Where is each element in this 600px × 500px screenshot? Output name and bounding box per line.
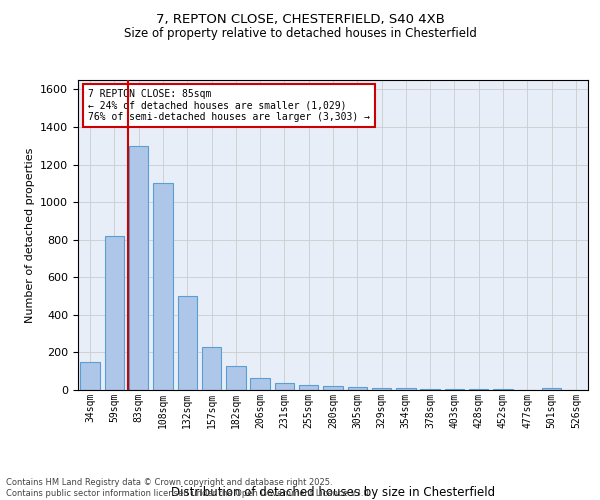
Bar <box>421 389 440 390</box>
Text: 7 REPTON CLOSE: 85sqm
← 24% of detached houses are smaller (1,029)
76% of semi-d: 7 REPTON CLOSE: 85sqm ← 24% of detached … <box>88 90 370 122</box>
Bar <box>542 388 561 390</box>
Text: 7, REPTON CLOSE, CHESTERFIELD, S40 4XB: 7, REPTON CLOSE, CHESTERFIELD, S40 4XB <box>155 12 445 26</box>
Y-axis label: Number of detached properties: Number of detached properties <box>25 148 35 322</box>
Bar <box>105 236 124 390</box>
Bar <box>129 146 148 390</box>
Text: Size of property relative to detached houses in Chesterfield: Size of property relative to detached ho… <box>124 28 476 40</box>
Bar <box>80 362 100 390</box>
Bar <box>226 366 245 390</box>
Bar <box>323 386 343 390</box>
Text: Contains HM Land Registry data © Crown copyright and database right 2025.
Contai: Contains HM Land Registry data © Crown c… <box>6 478 371 498</box>
Bar <box>178 296 197 390</box>
Bar <box>347 387 367 390</box>
X-axis label: Distribution of detached houses by size in Chesterfield: Distribution of detached houses by size … <box>171 486 495 500</box>
Bar <box>469 389 488 390</box>
Bar <box>202 347 221 390</box>
Bar <box>372 388 391 390</box>
Bar <box>153 184 173 390</box>
Bar <box>275 383 294 390</box>
Bar <box>445 389 464 390</box>
Bar <box>250 378 270 390</box>
Bar <box>396 388 416 390</box>
Bar <box>299 386 319 390</box>
